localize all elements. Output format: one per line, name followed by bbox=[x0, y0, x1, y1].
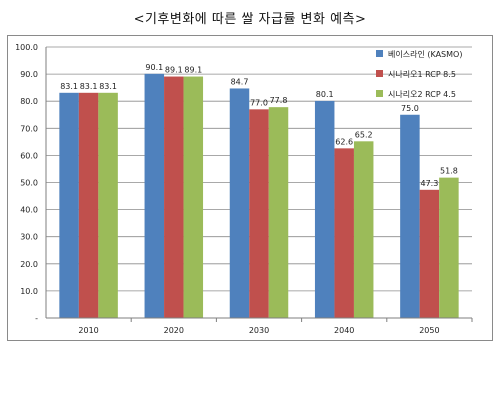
y-tick-label: 100.0 bbox=[15, 43, 38, 52]
data-label: 84.7 bbox=[231, 77, 249, 86]
y-tick-label: 30.0 bbox=[20, 233, 38, 242]
y-tick-label: - bbox=[35, 314, 38, 323]
legend-entry: 시나리오1 RCP 8.5 bbox=[388, 70, 456, 79]
legend-swatch bbox=[376, 50, 383, 57]
bar bbox=[229, 88, 250, 318]
data-label: 80.1 bbox=[316, 90, 334, 99]
bar bbox=[78, 92, 99, 318]
x-tick-label: 2020 bbox=[164, 326, 184, 335]
bar bbox=[144, 73, 165, 318]
bar bbox=[249, 109, 269, 318]
data-label: 83.1 bbox=[80, 82, 98, 91]
bar bbox=[268, 107, 289, 318]
y-tick-label: 20.0 bbox=[20, 260, 38, 269]
data-label: 89.1 bbox=[184, 66, 202, 75]
data-label: 47.3 bbox=[420, 179, 438, 188]
y-tick-label: 60.0 bbox=[20, 151, 38, 160]
bar bbox=[334, 148, 354, 318]
x-axis-tick-labels: 2010 2020 2030 2040 2050 bbox=[78, 326, 439, 335]
x-tick-label: 2010 bbox=[78, 326, 98, 335]
bar bbox=[314, 100, 335, 318]
y-tick-label: 80.0 bbox=[20, 97, 38, 106]
data-label: 77.0 bbox=[250, 98, 268, 107]
legend-swatch bbox=[376, 70, 383, 77]
data-label: 83.1 bbox=[60, 82, 78, 91]
x-tick-label: 2030 bbox=[249, 326, 269, 335]
data-label: 65.2 bbox=[355, 130, 373, 139]
legend-swatch bbox=[376, 90, 383, 97]
bar bbox=[164, 76, 184, 318]
y-tick-label: 40.0 bbox=[20, 206, 38, 215]
bar bbox=[419, 189, 440, 318]
legend-entry: 베이스라인 (KASMO) bbox=[388, 49, 462, 59]
bar bbox=[59, 92, 79, 318]
bar bbox=[98, 92, 118, 318]
page-title: <기후변화에 따른 쌀 자급률 변화 예측> bbox=[133, 12, 367, 27]
y-tick-label: 50.0 bbox=[20, 179, 38, 188]
y-tick-label: 90.0 bbox=[20, 70, 38, 79]
data-label: 75.0 bbox=[401, 104, 419, 113]
y-axis-tick-labels: - 10.0 20.0 30.0 40.0 50.0 60.0 70.0 80.0 90.0 100… bbox=[15, 43, 38, 323]
data-label: 89.1 bbox=[165, 66, 183, 75]
bar bbox=[400, 114, 420, 318]
y-tick-label: 70.0 bbox=[20, 124, 38, 133]
axes bbox=[45, 47, 473, 322]
y-tick-label: 10.0 bbox=[20, 287, 38, 296]
x-tick-label: 2040 bbox=[334, 326, 354, 335]
data-labels: 83.1 83.1 83.190.1 89.1 89.184.777.0 77.880.1… bbox=[60, 63, 458, 188]
bar bbox=[353, 141, 374, 318]
data-label: 62.6 bbox=[335, 137, 353, 146]
data-label: 83.1 bbox=[99, 82, 117, 91]
bar bbox=[439, 177, 459, 318]
data-label: 90.1 bbox=[145, 63, 163, 72]
data-label: 51.8 bbox=[440, 167, 458, 176]
legend: 베이스라인 (KASMO) 시나리오1 RCP 8.5 시나리오2 RCP 4.5 bbox=[376, 49, 462, 99]
bars bbox=[59, 73, 459, 318]
legend-entry: 시나리오2 RCP 4.5 bbox=[388, 90, 456, 99]
x-tick-label: 2050 bbox=[419, 326, 439, 335]
data-label: 77.8 bbox=[270, 96, 288, 105]
bar bbox=[183, 76, 204, 318]
